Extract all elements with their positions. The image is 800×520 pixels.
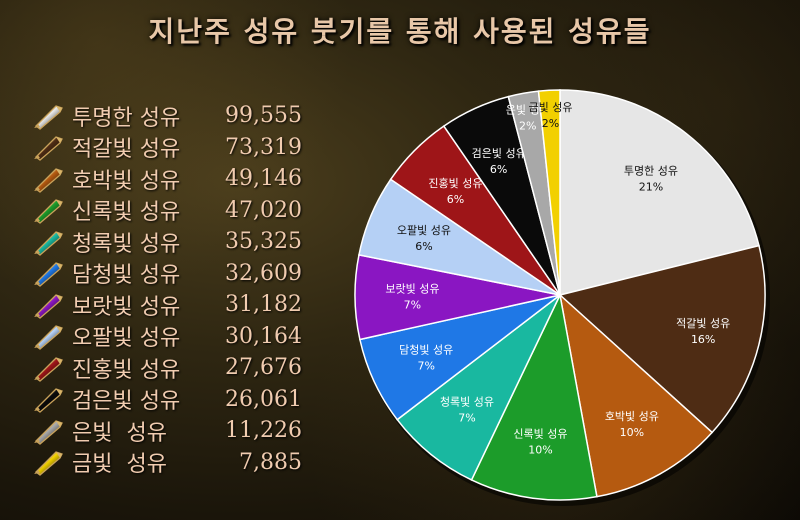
legend-value: 31,182 xyxy=(225,292,302,318)
page-title: 지난주 성유 붓기를 통해 사용된 성유들 xyxy=(148,15,652,48)
legend-label: 보랏빛 성유 xyxy=(72,294,181,320)
legend-value: 49,146 xyxy=(225,166,302,192)
legend-row: 오팔빛 성유 30,164 xyxy=(30,321,320,353)
pie-slice xyxy=(559,89,760,296)
legend-value: 7,885 xyxy=(239,449,302,475)
legend-row: 담청빛 성유 32,609 xyxy=(30,258,320,290)
opal-gem-icon xyxy=(30,322,66,351)
pie-slice xyxy=(470,292,598,501)
legend-row: 검은빛 성유 26,061 xyxy=(30,384,320,416)
slice-percent: 2% xyxy=(542,117,559,130)
legend-row: 금빛 성유 7,885 xyxy=(30,447,320,479)
teal-gem-icon xyxy=(30,228,66,256)
slice-percent: 7% xyxy=(417,359,434,372)
slice-label: 보랏빛 성유 xyxy=(385,283,439,296)
legend-label: 은빛 성유 xyxy=(72,420,167,446)
legend-label: 호박빛 성유 xyxy=(72,168,181,194)
legend-value: 73,319 xyxy=(225,134,302,160)
gold-gem-icon xyxy=(30,448,66,477)
black-gem-icon xyxy=(30,385,66,414)
slice-percent: 16% xyxy=(691,333,715,346)
legend-label: 진홍빛 성유 xyxy=(72,357,181,383)
blue-gem-icon xyxy=(30,259,66,288)
slice-label: 진홍빛 성유 xyxy=(428,176,482,190)
slice-label: 청록빛 성유 xyxy=(440,396,494,409)
pie-slice xyxy=(558,292,714,498)
legend: 투명한 성유 99,555 적갈빛 성유 73,319 호박빛 성유 49,146 신록빛 … xyxy=(30,100,320,478)
slice-label: 신록빛 성유 xyxy=(513,427,567,440)
purple-gem-icon xyxy=(30,291,66,319)
legend-value: 30,164 xyxy=(225,323,302,349)
slice-label: 금빛 성유 xyxy=(529,101,573,114)
legend-row: 신록빛 성유 47,020 xyxy=(30,195,320,227)
slice-percent: 7% xyxy=(404,299,421,312)
legend-row: 청록빛 성유 35,325 xyxy=(30,226,320,258)
legend-row: 적갈빛 성유 73,319 xyxy=(30,132,320,164)
slice-percent: 10% xyxy=(620,426,644,439)
legend-label: 적갈빛 성유 xyxy=(72,137,181,163)
slice-percent: 2% xyxy=(519,120,536,133)
slice-percent: 6% xyxy=(415,240,432,253)
legend-row: 호박빛 성유 49,146 xyxy=(30,163,320,195)
green-gem-icon xyxy=(30,196,66,225)
clear-gem-icon xyxy=(30,102,66,130)
slice-label: 투명한 성유 xyxy=(624,165,678,178)
legend-label: 오팔빛 성유 xyxy=(72,326,181,352)
legend-label: 금빛 성유 xyxy=(72,452,167,478)
legend-row: 진홍빛 성유 27,676 xyxy=(30,352,320,384)
legend-label: 신록빛 성유 xyxy=(72,200,181,226)
slice-label: 오팔빛 성유 xyxy=(397,224,451,237)
slice-percent: 10% xyxy=(528,443,552,456)
slice-percent: 6% xyxy=(490,163,507,176)
slice-percent: 21% xyxy=(639,181,663,194)
legend-label: 청록빛 성유 xyxy=(72,231,181,257)
legend-value: 26,061 xyxy=(225,386,302,412)
slice-percent: 7% xyxy=(458,412,475,425)
slice-label: 은빛 성유 xyxy=(506,104,550,117)
slice-label: 호박빛 성유 xyxy=(605,410,659,423)
silver-gem-icon xyxy=(30,417,66,445)
legend-value: 11,226 xyxy=(225,418,302,444)
legend-row: 은빛 성유 11,226 xyxy=(30,415,320,447)
reddish-brown-gem-icon xyxy=(30,133,66,162)
legend-value: 27,676 xyxy=(225,355,302,381)
legend-label: 담청빛 성유 xyxy=(72,263,181,289)
legend-value: 32,609 xyxy=(225,260,302,286)
legend-label: 검은빛 성유 xyxy=(72,389,181,415)
legend-row: 보랏빛 성유 31,182 xyxy=(30,289,320,321)
legend-row: 투명한 성유 99,555 xyxy=(30,100,320,132)
pie-slice xyxy=(537,89,561,296)
pie-slice xyxy=(396,294,561,481)
legend-value: 99,555 xyxy=(225,103,302,129)
slice-percent: 6% xyxy=(447,193,464,206)
slice-label: 담청빛 성유 xyxy=(399,343,453,356)
legend-label: 투명한 성유 xyxy=(72,105,181,131)
amber-gem-icon xyxy=(30,165,66,193)
legend-value: 47,020 xyxy=(225,197,302,223)
slice-label: 검은빛 성유 xyxy=(472,147,526,160)
pie-slice xyxy=(558,244,766,434)
slice-label: 적갈빛 성유 xyxy=(676,316,730,330)
crimson-gem-icon xyxy=(30,354,66,382)
legend-value: 35,325 xyxy=(225,229,302,255)
